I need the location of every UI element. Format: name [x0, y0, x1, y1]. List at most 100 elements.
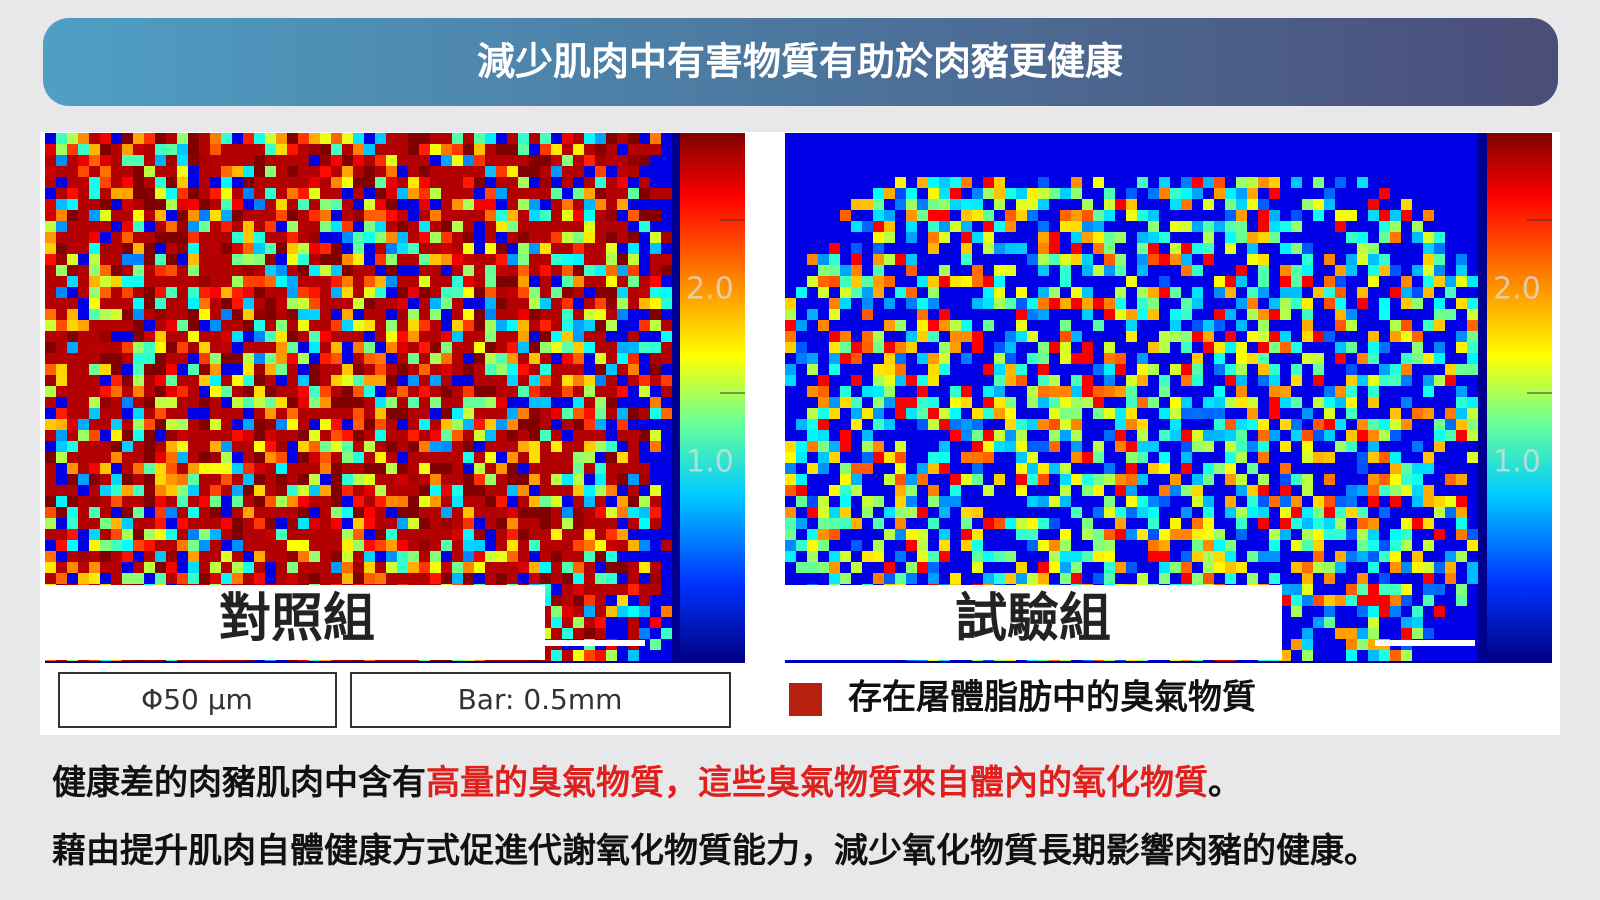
heatmap-cell — [298, 485, 309, 496]
heatmap-cell — [851, 254, 862, 265]
heatmap-cell — [166, 287, 177, 298]
heatmap-cell — [1390, 507, 1401, 518]
heatmap-cell — [89, 573, 100, 584]
heatmap-cell — [243, 133, 254, 144]
heatmap-cell — [320, 133, 331, 144]
heatmap-cell — [551, 617, 562, 628]
heatmap-cell — [199, 199, 210, 210]
heatmap-cell — [584, 507, 595, 518]
heatmap-cell — [452, 408, 463, 419]
heatmap-cell — [507, 144, 518, 155]
heatmap-cell — [1104, 210, 1115, 221]
heatmap-cell — [906, 331, 917, 342]
heatmap-cell — [1093, 210, 1104, 221]
heatmap-cell — [496, 298, 507, 309]
heatmap-cell — [1093, 276, 1104, 287]
heatmap-cell — [1445, 331, 1456, 342]
heatmap-cell — [972, 309, 983, 320]
heatmap-cell — [1082, 188, 1093, 199]
heatmap-cell — [796, 265, 807, 276]
heatmap-cell — [221, 188, 232, 199]
heatmap-cell — [573, 419, 584, 430]
heatmap-cell — [661, 639, 672, 650]
heatmap-cell — [1115, 287, 1126, 298]
heatmap-cell — [785, 408, 796, 419]
heatmap-cell — [45, 254, 56, 265]
heatmap-cell — [276, 430, 287, 441]
heatmap-cell — [331, 408, 342, 419]
heatmap-cell — [78, 540, 89, 551]
heatmap-cell — [441, 166, 452, 177]
heatmap-cell — [122, 430, 133, 441]
heatmap-cell — [375, 430, 386, 441]
heatmap-cell — [1038, 155, 1049, 166]
heatmap-cell — [1082, 199, 1093, 210]
heatmap-cell — [1247, 232, 1258, 243]
heatmap-cell — [862, 474, 873, 485]
heatmap-cell — [1093, 221, 1104, 232]
heatmap-cell — [840, 397, 851, 408]
heatmap-cell — [983, 133, 994, 144]
heatmap-cell — [78, 243, 89, 254]
heatmap-cell — [551, 210, 562, 221]
heatmap-cell — [485, 419, 496, 430]
heatmap-cell — [1467, 419, 1478, 430]
heatmap-cell — [430, 232, 441, 243]
heatmap-cell — [1060, 265, 1071, 276]
heatmap-cell — [1170, 320, 1181, 331]
heatmap-cell — [1379, 320, 1390, 331]
heatmap-cell — [1016, 507, 1027, 518]
heatmap-cell — [1060, 364, 1071, 375]
heatmap-cell — [1038, 265, 1049, 276]
heatmap-cell — [1346, 474, 1357, 485]
heatmap-cell — [67, 408, 78, 419]
heatmap-cell — [796, 419, 807, 430]
heatmap-cell — [177, 573, 188, 584]
heatmap-cell — [1170, 386, 1181, 397]
heatmap-cell — [507, 320, 518, 331]
heatmap-cell — [45, 540, 56, 551]
heatmap-cell — [785, 342, 796, 353]
heatmap-cell — [562, 221, 573, 232]
heatmap-cell — [840, 232, 851, 243]
heatmap-cell — [188, 441, 199, 452]
heatmap-cell — [331, 177, 342, 188]
heatmap-cell — [961, 155, 972, 166]
heatmap-cell — [1335, 155, 1346, 166]
heatmap-cell — [595, 584, 606, 595]
heatmap-cell — [1379, 485, 1390, 496]
heatmap-cell — [639, 452, 650, 463]
heatmap-cell — [78, 188, 89, 199]
heatmap-cell — [939, 386, 950, 397]
heatmap-cell — [177, 551, 188, 562]
heatmap-cell — [331, 221, 342, 232]
heatmap-cell — [1258, 265, 1269, 276]
heatmap-cell — [221, 199, 232, 210]
colorbar-tick-label: 1.0 — [686, 445, 734, 480]
heatmap-cell — [1049, 496, 1060, 507]
heatmap-cell — [386, 551, 397, 562]
heatmap-cell — [309, 562, 320, 573]
heatmap-cell — [1368, 243, 1379, 254]
heatmap-cell — [78, 518, 89, 529]
heatmap-cell — [928, 452, 939, 463]
heatmap-cell — [1049, 144, 1060, 155]
heatmap-cell — [430, 507, 441, 518]
heatmap-cell — [1192, 419, 1203, 430]
heatmap-cell — [144, 452, 155, 463]
heatmap-cell — [950, 342, 961, 353]
heatmap-cell — [287, 419, 298, 430]
heatmap-cell — [287, 188, 298, 199]
heatmap-cell — [188, 463, 199, 474]
heatmap-cell — [507, 375, 518, 386]
heatmap-cell — [309, 375, 320, 386]
heatmap-cell — [177, 419, 188, 430]
heatmap-cell — [452, 199, 463, 210]
heatmap-cell — [1093, 287, 1104, 298]
heatmap-cell — [584, 452, 595, 463]
heatmap-cell — [584, 265, 595, 276]
heatmap-cell — [906, 441, 917, 452]
heatmap-cell — [1027, 166, 1038, 177]
heatmap-cell — [917, 199, 928, 210]
heatmap-cell — [884, 166, 895, 177]
